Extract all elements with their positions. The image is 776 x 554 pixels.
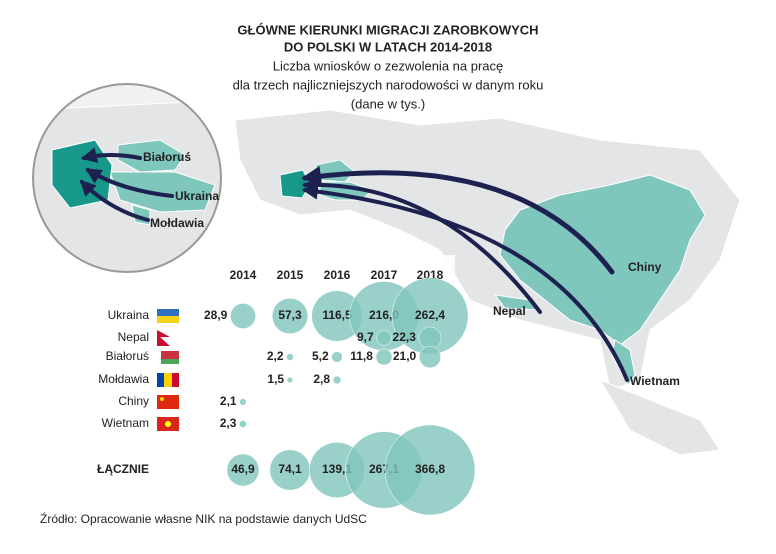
value-label: 1,5 [267,372,284,386]
row-label: Białoruś [106,349,149,363]
value-label: 2,2 [267,349,284,363]
value-label: 9,7 [357,330,374,344]
value-label: 57,3 [278,308,302,322]
value-label: 21,0 [393,349,417,363]
map-label: Ukraina [175,189,219,203]
row-label: ŁĄCZNIE [97,462,149,476]
row-label: Chiny [118,394,149,408]
bubble [332,375,342,385]
map-label: Chiny [628,260,662,274]
value-label: 22,3 [393,330,417,344]
bubble [418,345,442,369]
subtitle: dla trzech najliczniejszych narodowości … [233,77,544,92]
map-label: Białoruś [143,150,191,164]
column-header: 2015 [277,268,304,282]
value-label: 28,9 [204,308,228,322]
bubble [376,330,392,346]
value-label: 2,1 [220,394,237,408]
bubble [384,424,476,516]
value-label: 5,2 [312,349,329,363]
value-label: 2,8 [313,372,330,386]
value-label: 116,5 [322,308,352,322]
flags [157,309,179,431]
row-label: Wietnam [102,416,149,430]
bubble [226,453,260,487]
source: Źródło: Opracowanie własne NIK na podsta… [40,511,367,526]
bubble [375,348,393,366]
value-label: 46,9 [231,462,255,476]
value-label: 139,1 [322,462,352,476]
row-label: Ukraina [108,308,150,322]
column-header: 2016 [324,268,351,282]
column-header: 2017 [371,268,398,282]
row-label: Mołdawia [98,372,149,386]
title: GŁÓWNE KIERUNKI MIGRACJI ZAROBKOWYCH [237,22,538,37]
value-label: 74,1 [278,462,302,476]
column-header: 2014 [230,268,257,282]
map: Białoruś Ukraina Mołdawia Chiny Nepal Wi… [32,83,741,456]
value-label: 262,4 [415,308,445,322]
bubble [331,351,343,363]
map-label: Wietnam [630,374,680,388]
subtitle: (dane w tys.) [351,96,425,111]
bubble [286,353,294,361]
value-label: 11,8 [350,349,373,363]
bubble [271,297,309,335]
title: DO POLSKI W LATACH 2014-2018 [284,39,492,54]
bubble [418,326,442,350]
row-label: Nepal [118,330,149,344]
map-label: Mołdawia [150,216,204,230]
bubble [239,420,247,428]
value-label: 366,8 [415,462,445,476]
value-label: 216,0 [369,308,399,322]
subtitle: Liczba wniosków o zezwolenia na pracę [273,58,504,73]
bubble [230,303,256,329]
value-label: 2,3 [220,416,237,430]
map-label: Nepal [493,304,526,318]
bubble [239,398,247,406]
bubble [286,376,294,384]
